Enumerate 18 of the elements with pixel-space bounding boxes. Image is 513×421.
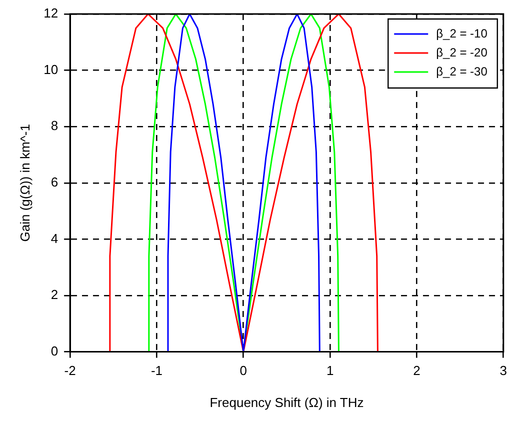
x-tick-label: 2 <box>413 363 420 378</box>
y-tick-label: 6 <box>50 174 58 190</box>
x-tick-label: 1 <box>326 363 334 378</box>
legend-label: β_2 = -20 <box>436 45 488 60</box>
y-tick-label: 4 <box>50 230 58 246</box>
x-axis-title: Frequency Shift (Ω) in THz <box>210 394 364 410</box>
y-tick-label: 0 <box>50 343 58 358</box>
y-tick-label: 8 <box>50 118 58 134</box>
x-tick-label: 0 <box>240 363 248 378</box>
legend-label: β_2 = -10 <box>436 26 488 40</box>
legend-label: β_2 = -30 <box>436 64 488 78</box>
y-tick-label: 12 <box>44 6 58 21</box>
y-tick-label: 2 <box>50 287 58 302</box>
x-tick-label: -1 <box>150 363 163 378</box>
y-tick-label: 10 <box>44 62 58 77</box>
x-tick-label: -2 <box>64 363 76 378</box>
y-axis-title: Gain (g(Ω)) in km^-1 <box>17 124 32 242</box>
x-tick-label: 3 <box>500 363 507 378</box>
